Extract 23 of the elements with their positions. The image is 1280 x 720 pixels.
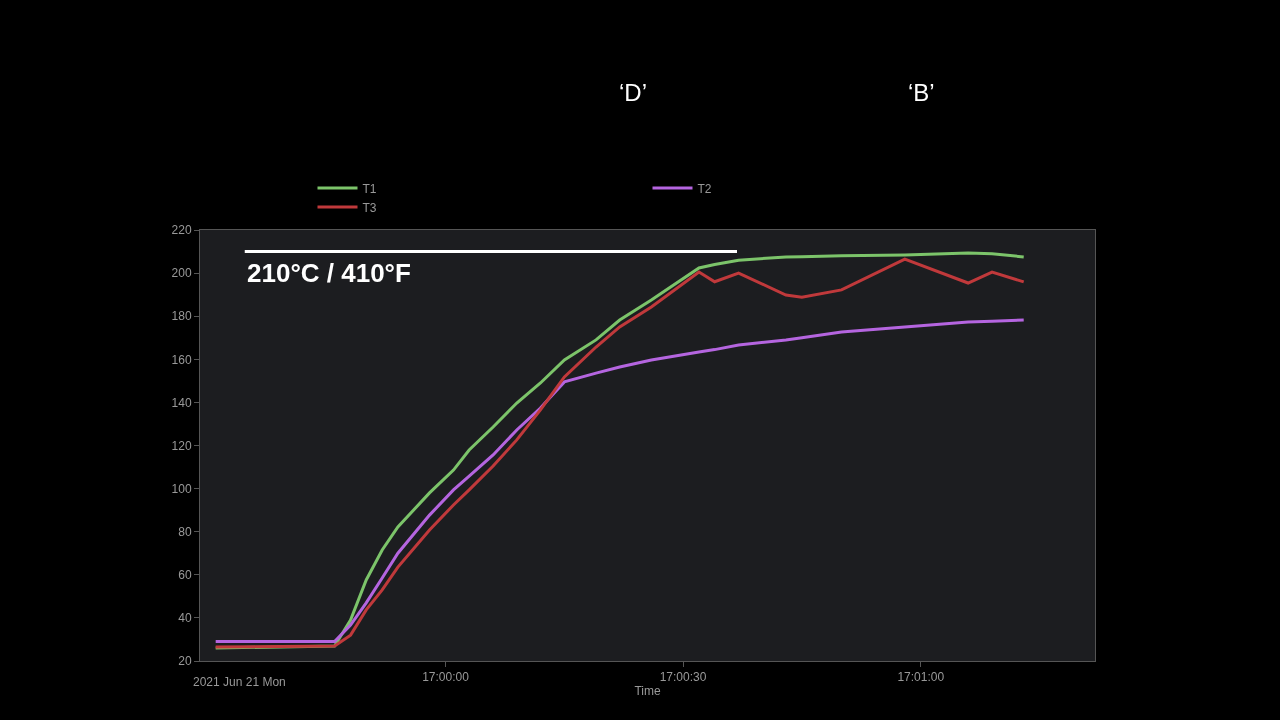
y-tick-label: 120 bbox=[171, 438, 192, 453]
y-tick-label: 180 bbox=[171, 309, 192, 324]
x-axis-title: Time bbox=[634, 684, 661, 699]
y-tick-label: 220 bbox=[171, 223, 192, 238]
y-tick-label: 160 bbox=[171, 352, 192, 367]
x-tick-label: 17:00:30 bbox=[659, 670, 707, 685]
y-tick-label: 140 bbox=[171, 395, 192, 410]
legend-label: T1 bbox=[362, 181, 377, 196]
y-tick-label: 20 bbox=[178, 654, 192, 669]
ref-line-label: 210°C / 410°F bbox=[247, 258, 411, 288]
y-tick-label: 100 bbox=[171, 481, 192, 496]
legend-label: T2 bbox=[697, 181, 712, 196]
y-tick-label: 200 bbox=[171, 266, 192, 281]
line-series bbox=[214, 318, 1026, 644]
x-tick-label: 17:01:00 bbox=[897, 670, 945, 685]
x-tick-label: 17:00:00 bbox=[422, 670, 470, 685]
y-tick-label: 60 bbox=[178, 568, 192, 582]
text: ‘B’ bbox=[908, 79, 935, 106]
y-tick-label: 40 bbox=[178, 611, 192, 626]
text: 2021 Jun 21 Mon bbox=[193, 675, 286, 689]
y-tick-label: 80 bbox=[178, 524, 192, 539]
legend-label: T3 bbox=[362, 200, 377, 215]
text: ‘D’ bbox=[619, 79, 647, 106]
